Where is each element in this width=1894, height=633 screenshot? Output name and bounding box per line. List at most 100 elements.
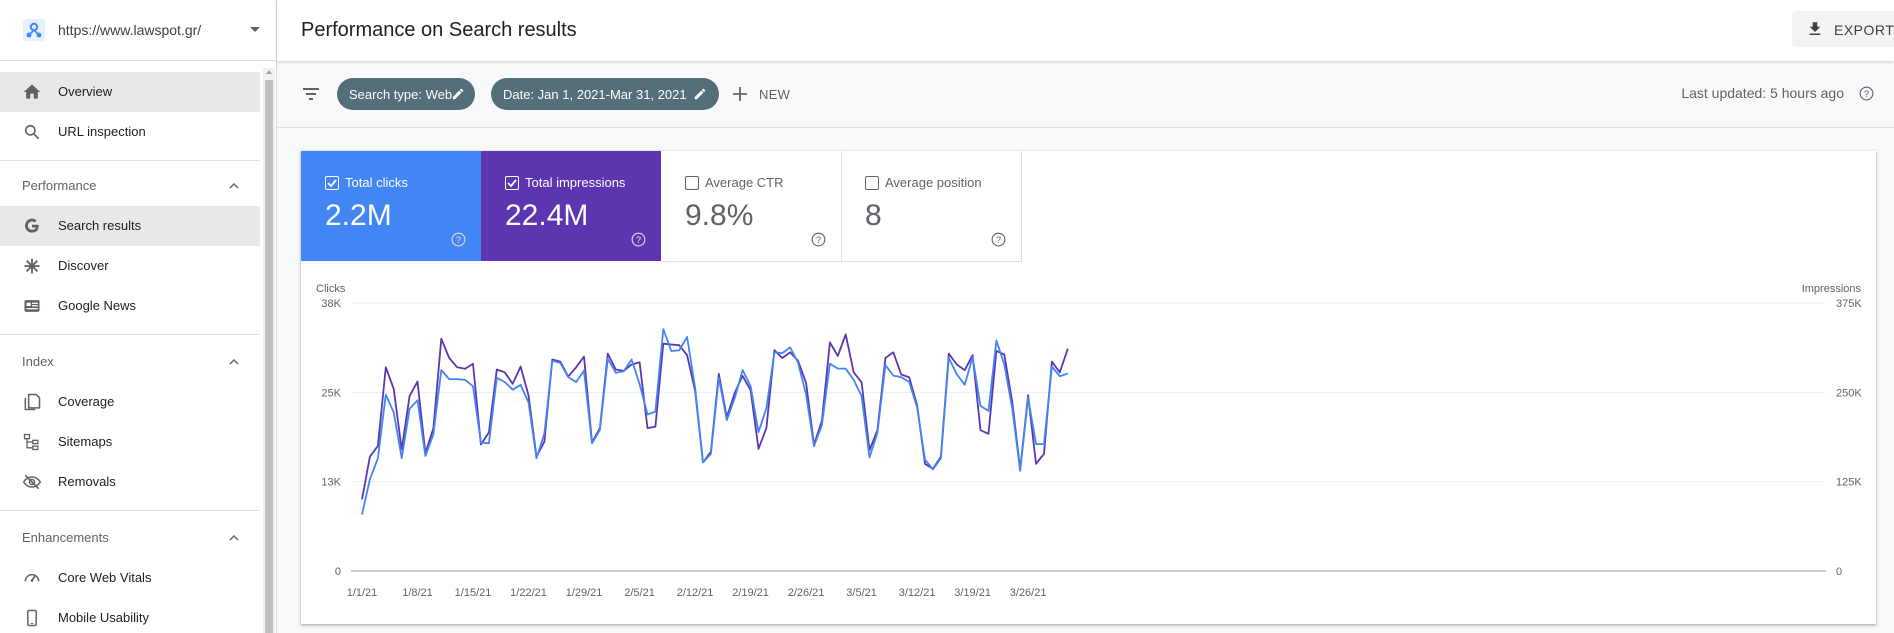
chevron-up-icon — [229, 182, 239, 189]
chevron-down-icon[interactable] — [250, 27, 260, 32]
checkbox[interactable] — [325, 176, 339, 190]
filter-bar: Search type: Web Date: Jan 1, 2021-Mar 3… — [277, 61, 1894, 128]
smartphone-icon — [27, 609, 37, 627]
chip-label: Date: Jan 1, 2021-Mar 31, 2021 — [503, 87, 687, 102]
section-performance[interactable]: Performance — [0, 168, 260, 204]
sidebar-item-overview[interactable]: Overview — [0, 72, 260, 112]
check-icon — [507, 179, 517, 188]
gauge-icon — [24, 573, 40, 582]
x-tick-label: 3/12/21 — [899, 587, 936, 599]
scroll-up-arrow-icon[interactable] — [266, 70, 272, 74]
home-icon — [23, 84, 41, 99]
sidebar-item-label: URL inspection — [58, 124, 146, 139]
right-tick-label: 125K — [1836, 477, 1862, 489]
chevron-up-icon — [229, 358, 239, 365]
pencil-icon[interactable] — [693, 87, 707, 101]
section-label: Performance — [22, 178, 97, 193]
metric-value: 2.2M — [325, 199, 392, 232]
search-icon — [24, 124, 40, 140]
scrollbar-thumb[interactable] — [265, 80, 273, 633]
left-tick-label: 25K — [321, 387, 341, 399]
metric-value: 22.4M — [505, 199, 589, 232]
x-tick-label: 3/19/21 — [954, 587, 991, 599]
export-button[interactable]: EXPORT — [1792, 11, 1894, 47]
left-tick-label: 13K — [321, 477, 341, 489]
plus-icon — [733, 87, 747, 101]
series-line-total-clicks — [361, 328, 1069, 515]
svg-text:?: ? — [816, 235, 821, 245]
svg-text:?: ? — [636, 235, 641, 245]
x-tick-label: 3/5/21 — [846, 587, 877, 599]
pencil-icon[interactable] — [451, 87, 465, 101]
x-tick-label: 2/19/21 — [732, 587, 769, 599]
svg-text:?: ? — [1864, 89, 1869, 99]
sidebar-item-core-web-vitals[interactable]: Core Web Vitals — [0, 558, 260, 598]
checkbox[interactable] — [505, 176, 519, 190]
copy-pages-icon — [24, 393, 41, 411]
help-icon[interactable]: ? — [631, 232, 646, 247]
sidebar-item-discover[interactable]: Discover — [0, 246, 260, 286]
checkbox[interactable] — [685, 176, 699, 190]
sidebar-item-coverage[interactable]: Coverage — [0, 382, 260, 422]
help-icon[interactable]: ? — [811, 232, 826, 247]
asterisk-icon — [24, 258, 40, 274]
filter-chip-date[interactable]: Date: Jan 1, 2021-Mar 31, 2021 — [491, 78, 719, 110]
filter-list-icon[interactable] — [301, 85, 321, 103]
metric-tab-total-clicks[interactable]: Total clicks 2.2M? — [301, 151, 481, 261]
x-tick-label: 2/26/21 — [788, 587, 825, 599]
divider — [0, 510, 260, 511]
x-tick-label: 1/29/21 — [566, 587, 603, 599]
help-icon[interactable]: ? — [1859, 86, 1874, 101]
metric-label: Average CTR — [705, 175, 784, 190]
right-tick-label: 0 — [1836, 566, 1842, 578]
page-header: Performance on Search results EXPORT — [277, 0, 1894, 61]
filter-chip-search-type[interactable]: Search type: Web — [337, 78, 475, 110]
sidebar-item-label: Coverage — [58, 394, 115, 409]
chart-svg: 0 0 13K 125K 25K 250K 38K 375K Clicks Impressions… — [316, 283, 1862, 599]
chevron-up-icon — [229, 534, 239, 541]
metric-tab-average-ctr[interactable]: Average CTR 9.8%? — [661, 151, 842, 262]
right-tick-label: 375K — [1836, 298, 1862, 310]
left-axis-label: Clicks — [316, 283, 346, 295]
sidebar-item-removals[interactable]: Removals — [0, 462, 260, 502]
divider — [0, 334, 260, 335]
x-tick-label: 2/5/21 — [624, 587, 655, 599]
left-tick-label: 0 — [335, 566, 341, 578]
help-icon[interactable]: ? — [991, 232, 1006, 247]
sidebar-item-mobile-usability[interactable]: Mobile Usability — [0, 598, 260, 633]
sidebar-item-url-inspection[interactable]: URL inspection — [0, 112, 260, 152]
right-axis-label: Impressions — [1802, 283, 1862, 295]
sidebar-item-label: Sitemaps — [58, 434, 113, 449]
sidebar-item-google-news[interactable]: Google News — [0, 286, 260, 326]
section-label: Enhancements — [22, 530, 109, 545]
help-icon[interactable]: ? — [451, 232, 466, 247]
eye-off-icon — [22, 474, 42, 490]
svg-text:?: ? — [456, 235, 461, 245]
x-tick-label: 1/8/21 — [402, 587, 433, 599]
sidebar-item-label: Mobile Usability — [58, 610, 150, 625]
metric-label: Average position — [885, 175, 982, 190]
main-content: Total clicks 2.2M? Total impressions 22.4M?… — [277, 128, 1894, 633]
divider — [0, 160, 260, 161]
property-selector[interactable]: https://www.lawspot.gr/ — [0, 0, 276, 61]
left-tick-label: 38K — [321, 298, 341, 310]
sidebar-scrollbar[interactable] — [263, 68, 275, 633]
metric-value: 8 — [865, 199, 882, 232]
metric-value: 9.8% — [685, 199, 754, 232]
property-url: https://www.lawspot.gr/ — [58, 22, 202, 38]
x-tick-label: 1/15/21 — [455, 587, 492, 599]
checkbox[interactable] — [865, 176, 879, 190]
metric-tab-total-impressions[interactable]: Total impressions 22.4M? — [481, 151, 661, 261]
sidebar-item-label: Search results — [58, 218, 142, 233]
last-updated-text: Last updated: 5 hours ago — [1681, 85, 1844, 101]
news-icon — [24, 300, 40, 312]
sidebar-item-label: Overview — [58, 84, 113, 99]
sidebar-item-search-results[interactable]: Search results — [0, 206, 260, 246]
x-tick-label: 2/12/21 — [677, 587, 714, 599]
sidebar-item-sitemaps[interactable]: Sitemaps — [0, 422, 260, 462]
section-enhancements[interactable]: Enhancements — [0, 520, 260, 556]
sidebar-item-label: Core Web Vitals — [58, 570, 152, 585]
metric-tab-average-position[interactable]: Average position 8? — [841, 151, 1022, 262]
section-index[interactable]: Index — [0, 344, 260, 380]
sitemap-icon — [23, 433, 39, 451]
